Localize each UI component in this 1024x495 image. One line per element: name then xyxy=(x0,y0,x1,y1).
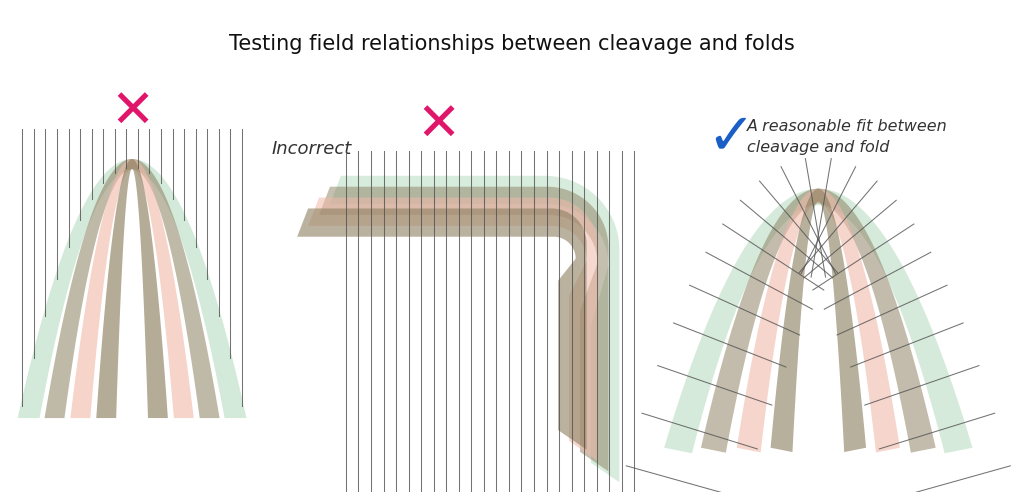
Polygon shape xyxy=(45,159,219,418)
Polygon shape xyxy=(96,159,168,418)
Polygon shape xyxy=(297,208,587,449)
Polygon shape xyxy=(737,189,900,452)
Polygon shape xyxy=(319,187,608,471)
Text: Testing field relationships between cleavage and folds: Testing field relationships between clea… xyxy=(229,35,795,54)
Polygon shape xyxy=(71,159,194,418)
Polygon shape xyxy=(330,176,620,482)
Text: ✕: ✕ xyxy=(110,86,155,138)
Text: ✓: ✓ xyxy=(707,109,756,166)
Polygon shape xyxy=(308,198,598,460)
Text: ✕: ✕ xyxy=(417,99,461,150)
Polygon shape xyxy=(17,159,247,418)
Text: Incorrect: Incorrect xyxy=(271,140,351,158)
Polygon shape xyxy=(701,189,936,452)
Text: A reasonable fit between
cleavage and fold: A reasonable fit between cleavage and fo… xyxy=(746,119,947,155)
Polygon shape xyxy=(665,189,973,453)
Polygon shape xyxy=(771,189,866,452)
